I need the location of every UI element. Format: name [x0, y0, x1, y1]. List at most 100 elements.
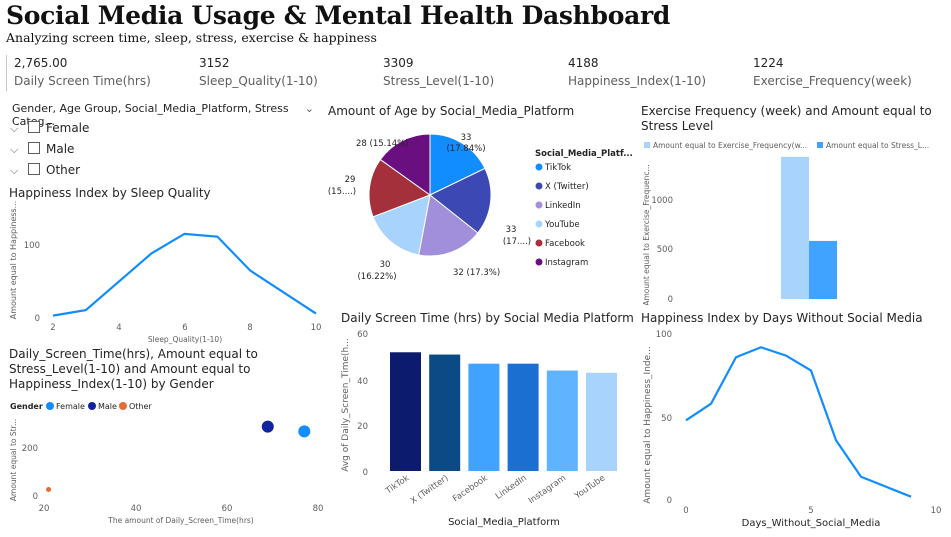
title-line: Happiness_Index(1-10) by Gender	[9, 377, 214, 391]
chevron-down-icon[interactable]: ⌵	[10, 164, 19, 177]
y-axis-label: Amount equal to Str...	[9, 419, 18, 501]
legend-label-exercise: Amount equal to Exercise_Frequency(w...	[653, 141, 807, 150]
chevron-down-icon[interactable]: ⌵	[10, 143, 19, 156]
scatter-point-other[interactable]	[46, 486, 52, 492]
checkbox[interactable]	[28, 142, 40, 154]
y-axis-label: Amount equal to Happiness_Inde...	[643, 346, 653, 503]
title-line: Stress_Level(1-10) and Amount equal to	[9, 362, 251, 376]
slicer-item-label: Female	[46, 121, 90, 135]
slicer-item-male[interactable]: ⌵ Male	[10, 142, 74, 160]
title-line: Exercise Frequency (week) and Amount equ…	[641, 104, 932, 118]
y-tick-label: 200	[22, 444, 38, 454]
kpi-label: Stress_Level(1-10)	[383, 74, 495, 88]
y-tick-label: 100	[24, 241, 40, 251]
kpi-value: 3152	[199, 56, 230, 70]
slicer-item-label: Other	[46, 163, 81, 177]
legend-marker	[535, 201, 543, 209]
bar-linkedin[interactable]	[507, 363, 539, 471]
legend-label-other: Other	[129, 402, 152, 411]
chart-title-screen-bar: Daily Screen Time (hrs) by Social Media …	[341, 311, 634, 325]
legend-label: X (Twitter)	[545, 182, 589, 192]
x-tick-label: 10	[931, 506, 942, 516]
legend-marker-stress	[817, 142, 823, 148]
x-tick-label: 6	[182, 323, 187, 333]
x-tick-label: YouTube	[572, 473, 607, 502]
x-tick-label: Facebook	[451, 473, 490, 504]
bar-facebook[interactable]	[468, 363, 500, 471]
slicer-item-label: Male	[46, 142, 75, 156]
checkbox[interactable]	[28, 121, 40, 133]
pie-label-tiktok-pct: (17.84%)	[446, 144, 485, 154]
pie-slice-x-twitter-[interactable]	[429, 167, 492, 234]
legend-marker	[535, 182, 543, 190]
y-tick-label: 0	[35, 314, 40, 324]
y-tick-label: 50	[661, 414, 672, 424]
y-tick-label: 0	[668, 295, 673, 305]
slicer-item-other[interactable]: ⌵ Other	[10, 163, 80, 181]
legend-label-female: Female	[56, 402, 85, 411]
kpi-label: Sleep_Quality(1-10)	[199, 74, 318, 88]
x-tick-label: X (Twitter)	[409, 473, 450, 506]
chart-title-exercise-bar: Exercise Frequency (week) and Amount equ…	[641, 104, 932, 134]
pie-slice-youtube[interactable]	[372, 194, 431, 256]
page-subtitle: Analyzing screen time, sleep, stress, ex…	[6, 30, 377, 45]
pie-slice-tiktok[interactable]	[429, 133, 486, 196]
x-axis-label: Sleep_Quality(1-10)	[148, 335, 222, 344]
x-axis-label: Social_Media_Platform	[448, 517, 560, 528]
x-tick-label: LinkedIn	[494, 473, 529, 502]
kpi-sleep-quality: 3152 Sleep_Quality(1-10)	[199, 56, 318, 90]
bar-x-twitter-[interactable]	[429, 354, 461, 471]
kpi-happiness-index: 4188 Happiness_Index(1-10)	[568, 56, 706, 90]
x-tick-label: 5	[808, 506, 813, 516]
x-tick-label: 2	[50, 323, 55, 333]
bar-exercise-frequency[interactable]	[781, 156, 809, 299]
kpi-value: 3309	[383, 56, 414, 70]
kpi-label: Exercise_Frequency(week)	[753, 74, 912, 88]
kpi-exercise-frequency: 1224 Exercise_Frequency(week)	[753, 56, 912, 90]
chart-title-happiness-sleep: Happiness Index by Sleep Quality	[9, 186, 211, 200]
chart-gender-scatter: Gender Female Male Other Amount equal to…	[9, 402, 324, 525]
kpi-value: 2,765.00	[14, 56, 68, 70]
x-tick-label: 40	[131, 504, 142, 514]
page-title: Social Media Usage & Mental Health Dashb…	[6, 1, 671, 30]
pie-slice-instagram[interactable]	[379, 133, 431, 196]
y-tick-label: 500	[657, 245, 673, 255]
chevron-down-icon[interactable]: ⌄	[304, 102, 314, 115]
x-tick-label: Instagram	[527, 473, 568, 506]
chevron-down-icon[interactable]: ⌵	[10, 122, 19, 135]
chart-title-gender-scatter: Daily_Screen_Time(hrs), Amount equal to …	[9, 347, 258, 392]
chart-happiness-sleep: Amount equal to Happiness... 100 0 2 4 6…	[9, 201, 322, 344]
bar-tiktok[interactable]	[390, 352, 421, 471]
legend-title: Social_Media_Platf...	[535, 149, 633, 159]
pie-slice-facebook[interactable]	[368, 158, 432, 218]
bar-youtube[interactable]	[586, 372, 617, 471]
kpi-value: 4188	[568, 56, 599, 70]
y-tick-label: 40	[357, 377, 368, 387]
y-axis-label: Avg of Daily_Screen_Time(h...	[341, 338, 351, 472]
slicer-item-female[interactable]: ⌵ Female	[10, 121, 89, 139]
y-tick-label: 100	[656, 330, 672, 340]
pie-label-x-pct: (17....)	[503, 237, 531, 247]
scatter-point-female[interactable]	[298, 425, 311, 438]
x-tick-label: 4	[116, 323, 121, 333]
x-tick-label: 10	[311, 323, 322, 333]
legend-label-stress: Amount equal to Stress_L...	[826, 141, 929, 150]
x-tick-label: 80	[313, 504, 324, 514]
pie-slice-linkedin[interactable]	[418, 194, 479, 257]
legend-marker	[535, 220, 543, 228]
y-tick-label: 20	[357, 422, 368, 432]
legend-label: Facebook	[545, 239, 585, 249]
legend-marker-male	[88, 402, 96, 410]
chart-happiness-days: Amount equal to Happiness_Inde... 100 50…	[643, 330, 942, 529]
pie-label-facebook: 29	[345, 175, 356, 185]
pie-label-linkedin: 32 (17.3%)	[453, 268, 500, 278]
legend-marker	[535, 163, 543, 171]
checkbox[interactable]	[28, 163, 40, 175]
legend-label: YouTube	[544, 220, 580, 230]
y-tick-label: 0	[363, 468, 368, 478]
scatter-point-male[interactable]	[261, 420, 274, 433]
series-line-happiness	[685, 346, 912, 498]
bar-stress-level[interactable]	[809, 240, 837, 299]
chart-screen-bar: Avg of Daily_Screen_Time(h... 60 40 20 0…	[341, 330, 617, 528]
bar-instagram[interactable]	[546, 370, 578, 471]
